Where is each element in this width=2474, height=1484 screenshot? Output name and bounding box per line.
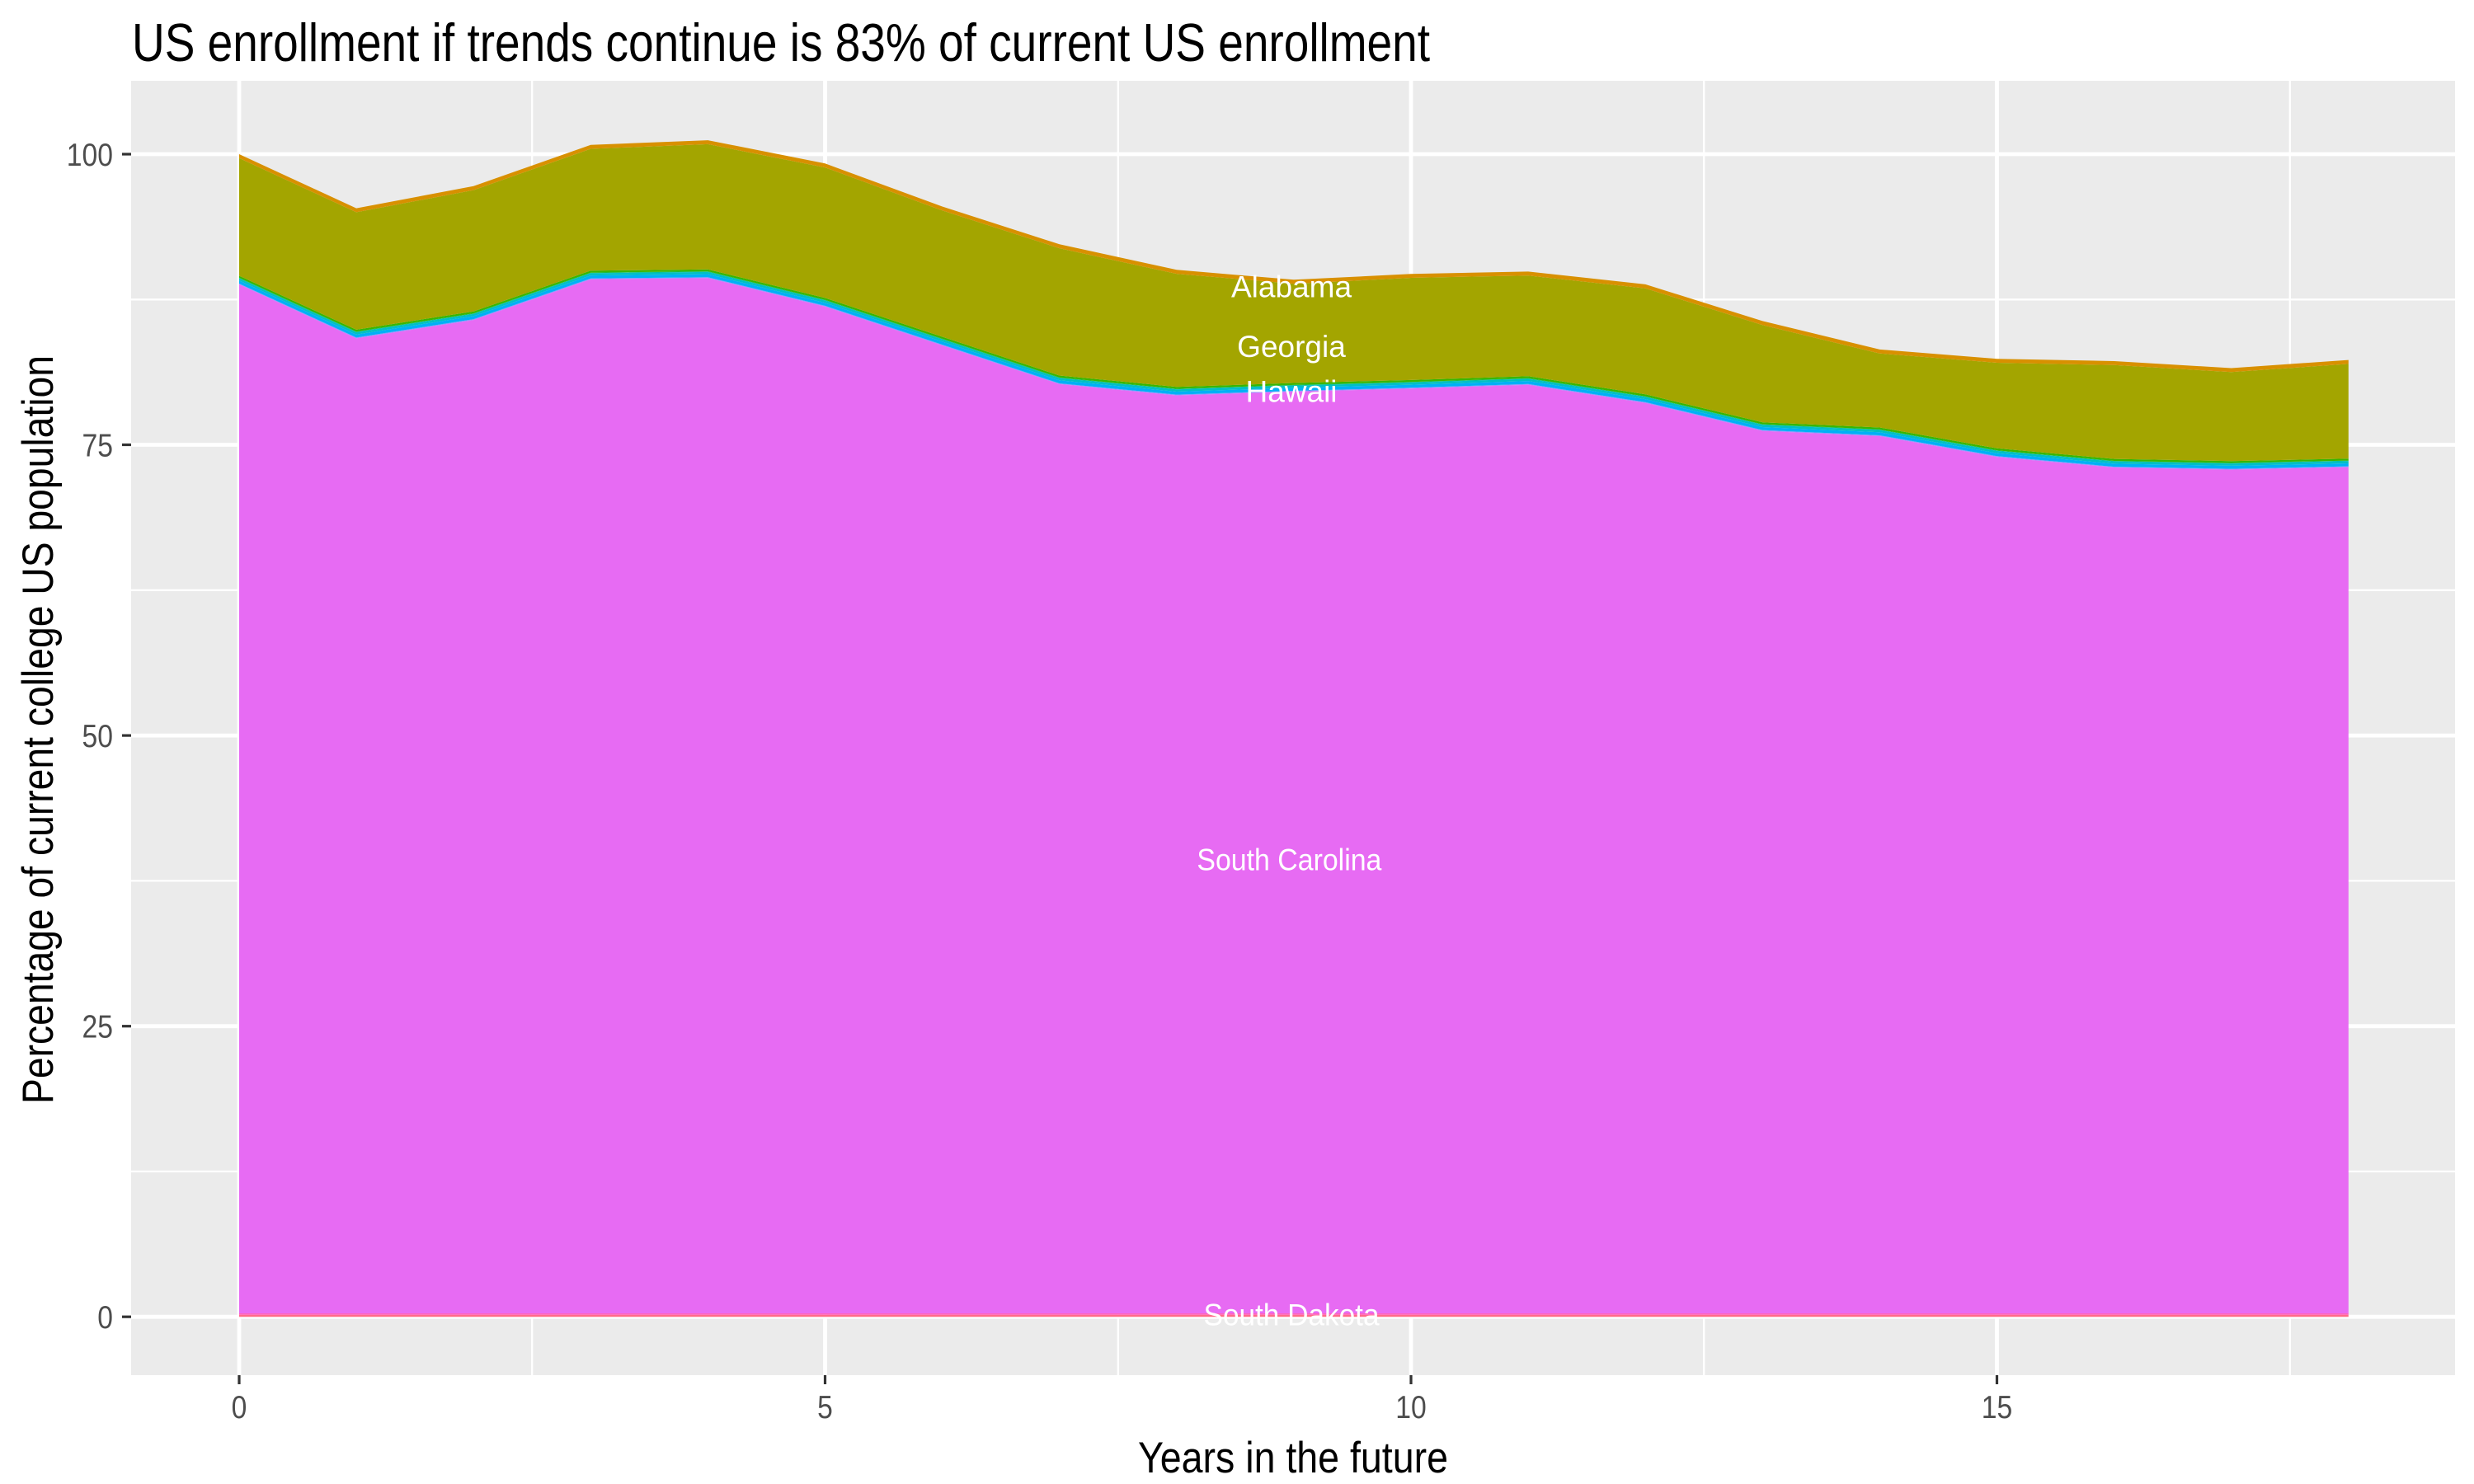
svg-text:50: 50 [82, 719, 114, 754]
svg-text:Hawaii: Hawaii [1245, 374, 1337, 408]
svg-text:Years in the future: Years in the future [1138, 1434, 1448, 1482]
svg-text:South Carolina: South Carolina [1197, 843, 1381, 876]
svg-text:15: 15 [1982, 1390, 2013, 1425]
svg-text:100: 100 [67, 138, 113, 173]
svg-text:75: 75 [82, 429, 114, 464]
svg-text:25: 25 [82, 1010, 114, 1045]
svg-text:US enrollment if trends contin: US enrollment if trends continue is 83% … [132, 12, 1430, 73]
svg-text:0: 0 [97, 1300, 113, 1336]
svg-text:Georgia: Georgia [1237, 330, 1346, 364]
svg-text:0: 0 [232, 1390, 247, 1425]
svg-text:Alabama: Alabama [1231, 270, 1352, 304]
svg-text:Percentage of current college: Percentage of current college US populat… [14, 355, 63, 1104]
svg-text:5: 5 [817, 1390, 833, 1425]
svg-text:South Dakota: South Dakota [1204, 1298, 1380, 1331]
svg-text:10: 10 [1395, 1390, 1427, 1425]
